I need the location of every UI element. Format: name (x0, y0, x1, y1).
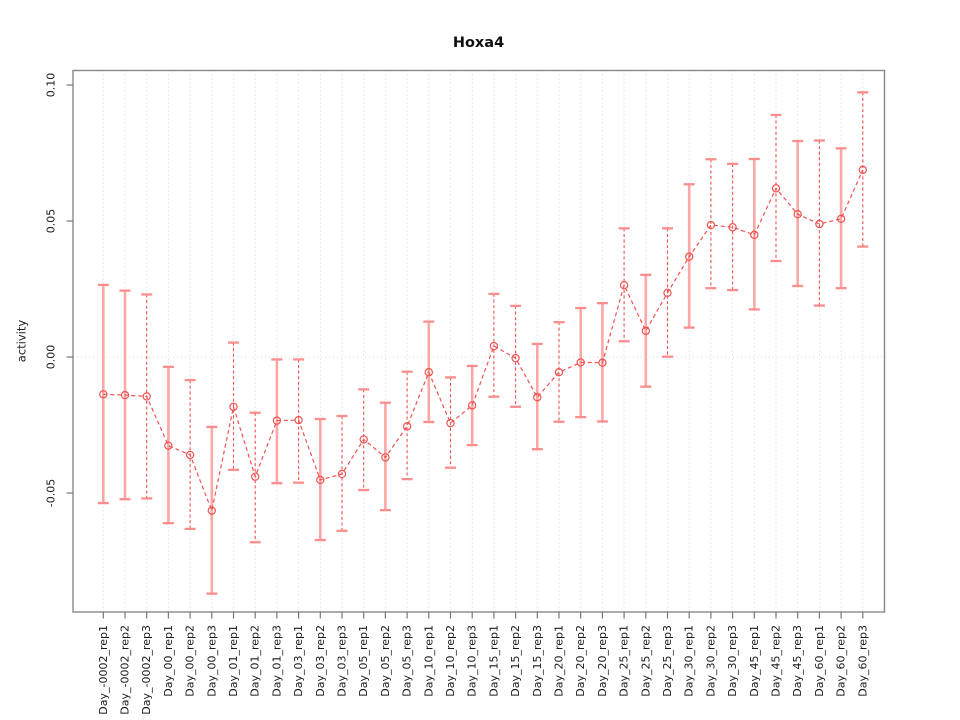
x-tick-label: Day_25_rep2 (639, 625, 652, 697)
x-tick-label: Day_-0002_rep1 (97, 625, 110, 715)
x-tick-label: Day_01_rep1 (227, 625, 240, 697)
data-point (815, 219, 824, 229)
x-tick-label: Day_00_rep3 (205, 625, 218, 697)
data-point (663, 288, 672, 298)
x-tick-label: Day_-0002_rep3 (140, 625, 153, 715)
data-point (619, 280, 629, 290)
data-point (120, 390, 130, 400)
x-tick-label: Day_-0002_rep2 (119, 625, 132, 715)
x-tick-label: Day_10_rep1 (422, 625, 435, 697)
data-point (728, 223, 737, 232)
x-tick-label: Day_15_rep2 (509, 625, 522, 697)
y-tick-label: -0.05 (45, 479, 58, 507)
data-point (99, 390, 108, 399)
data-point (706, 220, 716, 230)
data-point (207, 506, 216, 515)
x-tick-label: Day_30_rep2 (704, 625, 717, 697)
x-tick-label: Day_05_rep3 (401, 625, 414, 697)
data-point (294, 415, 303, 425)
x-tick-label: Day_03_rep3 (336, 625, 349, 697)
x-tick-label: Day_03_rep2 (314, 625, 327, 697)
x-tick-label: Day_45_rep1 (748, 625, 761, 697)
data-point (793, 209, 802, 219)
x-tick-label: Day_03_rep1 (292, 625, 305, 697)
data-point (402, 422, 412, 431)
x-tick-label: Day_01_rep3 (270, 625, 283, 697)
data-point (554, 368, 564, 377)
data-point (446, 418, 455, 428)
chart-title: Hoxa4 (453, 35, 504, 51)
data-point (359, 435, 368, 444)
x-tick-label: Day_01_rep2 (249, 625, 262, 697)
data-point (316, 475, 325, 485)
y-tick-label: 0.05 (45, 209, 58, 234)
data-point (750, 230, 759, 240)
x-tick-label: Day_60_rep2 (835, 625, 848, 697)
data-point (836, 214, 846, 224)
data-point (598, 358, 607, 367)
x-tick-label: Day_10_rep3 (466, 625, 479, 697)
data-point (229, 402, 238, 411)
x-tick-label: Day_45_rep2 (770, 625, 783, 697)
data-point (511, 353, 520, 363)
x-tick-label: Day_25_rep3 (661, 625, 674, 697)
x-tick-label: Day_10_rep2 (444, 625, 457, 697)
data-point (576, 358, 585, 367)
y-tick-label: 0.10 (45, 73, 58, 98)
x-tick-label: Day_05_rep1 (357, 625, 370, 697)
x-tick-label: Day_15_rep1 (487, 625, 500, 697)
data-point (185, 450, 195, 460)
data-point (641, 326, 651, 336)
data-point (468, 401, 477, 410)
data-point (858, 165, 868, 175)
data-point (164, 441, 173, 450)
data-point (424, 368, 433, 377)
data-point (771, 184, 781, 193)
series-line (103, 169, 864, 513)
y-tick-label: 0.00 (45, 345, 58, 370)
x-tick-label: Day_45_rep3 (791, 625, 804, 697)
data-point (142, 392, 151, 401)
x-tick-label: Day_05_rep2 (379, 625, 392, 697)
data-point (250, 472, 260, 481)
data-point (489, 341, 499, 351)
plot-box (72, 69, 886, 613)
x-tick-label: Day_20_rep3 (596, 625, 609, 697)
x-tick-label: Day_00_rep2 (184, 625, 197, 697)
x-tick-label: Day_60_rep1 (813, 625, 826, 697)
x-tick-label: Day_25_rep1 (618, 625, 631, 697)
data-point (381, 453, 390, 462)
x-tick-label: Day_00_rep1 (162, 625, 175, 697)
x-tick-label: Day_15_rep3 (531, 625, 544, 697)
data-point (533, 393, 542, 402)
x-tick-label: Day_30_rep1 (683, 625, 696, 697)
x-tick-label: Day_20_rep1 (553, 625, 566, 697)
data-point (337, 469, 347, 479)
data-point (685, 252, 694, 261)
x-tick-label: Day_20_rep2 (574, 625, 587, 697)
data-point (272, 416, 282, 425)
x-tick-label: Day_30_rep3 (726, 625, 739, 697)
plot-marks: -0.05 0.00 0.05 0.10 Day_-0002_rep1 Day_-0002… (45, 69, 886, 715)
y-axis-label: activity (15, 320, 29, 363)
x-tick-label: Day_60_rep3 (856, 625, 869, 697)
